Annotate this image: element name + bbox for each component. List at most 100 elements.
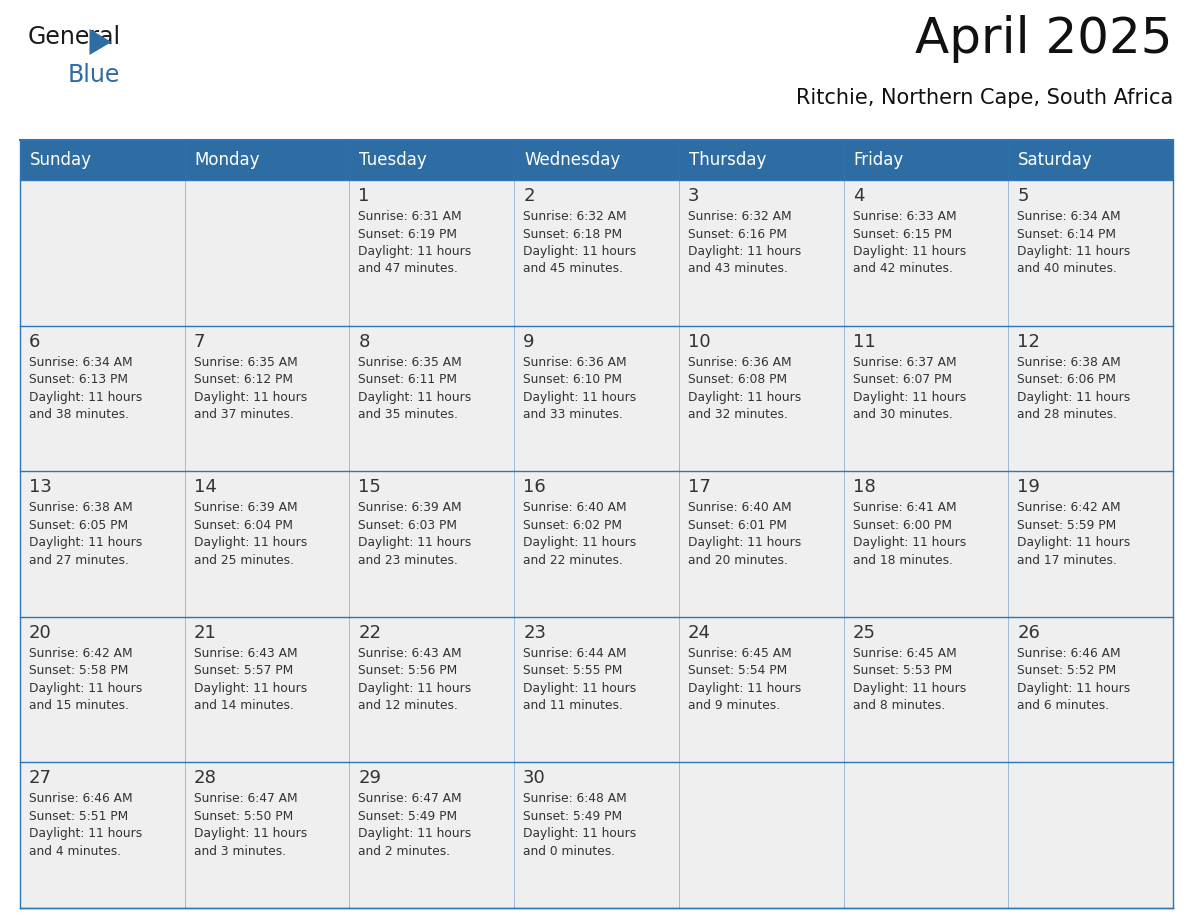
Bar — [1009, 180, 1173, 326]
Bar — [514, 180, 678, 326]
Text: April 2025: April 2025 — [916, 15, 1173, 63]
Bar — [843, 763, 1009, 908]
Bar — [349, 617, 514, 763]
Bar — [20, 180, 184, 326]
Bar — [1009, 326, 1173, 471]
Bar — [184, 763, 349, 908]
Text: Sunrise: 6:42 AM
Sunset: 5:59 PM
Daylight: 11 hours
and 17 minutes.: Sunrise: 6:42 AM Sunset: 5:59 PM Dayligh… — [1017, 501, 1131, 566]
Bar — [843, 617, 1009, 763]
Text: Sunrise: 6:43 AM
Sunset: 5:56 PM
Daylight: 11 hours
and 12 minutes.: Sunrise: 6:43 AM Sunset: 5:56 PM Dayligh… — [359, 647, 472, 712]
Text: Thursday: Thursday — [689, 151, 766, 169]
Bar — [349, 326, 514, 471]
Bar — [843, 326, 1009, 471]
Text: Monday: Monday — [195, 151, 260, 169]
Text: Sunrise: 6:45 AM
Sunset: 5:53 PM
Daylight: 11 hours
and 8 minutes.: Sunrise: 6:45 AM Sunset: 5:53 PM Dayligh… — [853, 647, 966, 712]
Text: 4: 4 — [853, 187, 864, 205]
Bar — [20, 617, 184, 763]
Text: Sunrise: 6:46 AM
Sunset: 5:51 PM
Daylight: 11 hours
and 4 minutes.: Sunrise: 6:46 AM Sunset: 5:51 PM Dayligh… — [29, 792, 143, 858]
Text: Ritchie, Northern Cape, South Africa: Ritchie, Northern Cape, South Africa — [796, 88, 1173, 108]
Text: Sunrise: 6:47 AM
Sunset: 5:49 PM
Daylight: 11 hours
and 2 minutes.: Sunrise: 6:47 AM Sunset: 5:49 PM Dayligh… — [359, 792, 472, 858]
Text: 21: 21 — [194, 624, 216, 642]
Text: 6: 6 — [29, 332, 40, 351]
Text: Sunrise: 6:39 AM
Sunset: 6:04 PM
Daylight: 11 hours
and 25 minutes.: Sunrise: 6:39 AM Sunset: 6:04 PM Dayligh… — [194, 501, 307, 566]
Text: Friday: Friday — [853, 151, 904, 169]
Bar — [514, 326, 678, 471]
Text: 3: 3 — [688, 187, 700, 205]
Text: 27: 27 — [29, 769, 52, 788]
Text: 25: 25 — [853, 624, 876, 642]
Bar — [678, 326, 843, 471]
Text: 15: 15 — [359, 478, 381, 497]
Text: 20: 20 — [29, 624, 52, 642]
Bar — [184, 617, 349, 763]
Text: Sunrise: 6:43 AM
Sunset: 5:57 PM
Daylight: 11 hours
and 14 minutes.: Sunrise: 6:43 AM Sunset: 5:57 PM Dayligh… — [194, 647, 307, 712]
Text: 13: 13 — [29, 478, 52, 497]
Bar — [843, 180, 1009, 326]
Bar — [678, 617, 843, 763]
Bar — [514, 617, 678, 763]
Text: Sunrise: 6:37 AM
Sunset: 6:07 PM
Daylight: 11 hours
and 30 minutes.: Sunrise: 6:37 AM Sunset: 6:07 PM Dayligh… — [853, 355, 966, 421]
Text: Sunrise: 6:38 AM
Sunset: 6:05 PM
Daylight: 11 hours
and 27 minutes.: Sunrise: 6:38 AM Sunset: 6:05 PM Dayligh… — [29, 501, 143, 566]
Text: Blue: Blue — [68, 63, 120, 87]
Bar — [1009, 471, 1173, 617]
Text: 26: 26 — [1017, 624, 1041, 642]
Text: Sunrise: 6:48 AM
Sunset: 5:49 PM
Daylight: 11 hours
and 0 minutes.: Sunrise: 6:48 AM Sunset: 5:49 PM Dayligh… — [523, 792, 637, 858]
Text: 11: 11 — [853, 332, 876, 351]
Text: Sunrise: 6:33 AM
Sunset: 6:15 PM
Daylight: 11 hours
and 42 minutes.: Sunrise: 6:33 AM Sunset: 6:15 PM Dayligh… — [853, 210, 966, 275]
Text: Sunrise: 6:44 AM
Sunset: 5:55 PM
Daylight: 11 hours
and 11 minutes.: Sunrise: 6:44 AM Sunset: 5:55 PM Dayligh… — [523, 647, 637, 712]
Bar — [678, 471, 843, 617]
Bar — [184, 471, 349, 617]
Text: Sunrise: 6:36 AM
Sunset: 6:08 PM
Daylight: 11 hours
and 32 minutes.: Sunrise: 6:36 AM Sunset: 6:08 PM Dayligh… — [688, 355, 801, 421]
Text: 30: 30 — [523, 769, 546, 788]
Text: 24: 24 — [688, 624, 710, 642]
Bar — [20, 471, 184, 617]
Text: 9: 9 — [523, 332, 535, 351]
Text: Sunday: Sunday — [30, 151, 91, 169]
Text: 18: 18 — [853, 478, 876, 497]
Bar — [514, 471, 678, 617]
Bar — [349, 180, 514, 326]
Text: 17: 17 — [688, 478, 710, 497]
Bar — [678, 180, 843, 326]
Bar — [1009, 617, 1173, 763]
Text: General: General — [29, 25, 121, 49]
Bar — [1009, 763, 1173, 908]
Text: Sunrise: 6:47 AM
Sunset: 5:50 PM
Daylight: 11 hours
and 3 minutes.: Sunrise: 6:47 AM Sunset: 5:50 PM Dayligh… — [194, 792, 307, 858]
Text: Sunrise: 6:45 AM
Sunset: 5:54 PM
Daylight: 11 hours
and 9 minutes.: Sunrise: 6:45 AM Sunset: 5:54 PM Dayligh… — [688, 647, 801, 712]
Text: Sunrise: 6:41 AM
Sunset: 6:00 PM
Daylight: 11 hours
and 18 minutes.: Sunrise: 6:41 AM Sunset: 6:00 PM Dayligh… — [853, 501, 966, 566]
Text: Tuesday: Tuesday — [360, 151, 428, 169]
Text: Sunrise: 6:40 AM
Sunset: 6:02 PM
Daylight: 11 hours
and 22 minutes.: Sunrise: 6:40 AM Sunset: 6:02 PM Dayligh… — [523, 501, 637, 566]
Text: Sunrise: 6:42 AM
Sunset: 5:58 PM
Daylight: 11 hours
and 15 minutes.: Sunrise: 6:42 AM Sunset: 5:58 PM Dayligh… — [29, 647, 143, 712]
Bar — [843, 471, 1009, 617]
Text: Sunrise: 6:46 AM
Sunset: 5:52 PM
Daylight: 11 hours
and 6 minutes.: Sunrise: 6:46 AM Sunset: 5:52 PM Dayligh… — [1017, 647, 1131, 712]
Text: 2: 2 — [523, 187, 535, 205]
Bar — [184, 180, 349, 326]
Text: 10: 10 — [688, 332, 710, 351]
Bar — [349, 471, 514, 617]
Text: Saturday: Saturday — [1018, 151, 1093, 169]
Bar — [514, 763, 678, 908]
Text: Sunrise: 6:36 AM
Sunset: 6:10 PM
Daylight: 11 hours
and 33 minutes.: Sunrise: 6:36 AM Sunset: 6:10 PM Dayligh… — [523, 355, 637, 421]
Text: 29: 29 — [359, 769, 381, 788]
Text: 12: 12 — [1017, 332, 1041, 351]
Bar — [678, 763, 843, 908]
Text: 23: 23 — [523, 624, 546, 642]
Text: 28: 28 — [194, 769, 216, 788]
Text: 22: 22 — [359, 624, 381, 642]
Text: Sunrise: 6:38 AM
Sunset: 6:06 PM
Daylight: 11 hours
and 28 minutes.: Sunrise: 6:38 AM Sunset: 6:06 PM Dayligh… — [1017, 355, 1131, 421]
Text: Wednesday: Wednesday — [524, 151, 620, 169]
Text: 19: 19 — [1017, 478, 1041, 497]
Text: 7: 7 — [194, 332, 206, 351]
Bar — [184, 326, 349, 471]
Text: Sunrise: 6:34 AM
Sunset: 6:13 PM
Daylight: 11 hours
and 38 minutes.: Sunrise: 6:34 AM Sunset: 6:13 PM Dayligh… — [29, 355, 143, 421]
Text: Sunrise: 6:34 AM
Sunset: 6:14 PM
Daylight: 11 hours
and 40 minutes.: Sunrise: 6:34 AM Sunset: 6:14 PM Dayligh… — [1017, 210, 1131, 275]
Bar — [20, 763, 184, 908]
Text: 5: 5 — [1017, 187, 1029, 205]
Text: 16: 16 — [523, 478, 546, 497]
Text: 8: 8 — [359, 332, 369, 351]
Bar — [349, 763, 514, 908]
Polygon shape — [89, 29, 112, 55]
Bar — [20, 326, 184, 471]
Text: Sunrise: 6:32 AM
Sunset: 6:16 PM
Daylight: 11 hours
and 43 minutes.: Sunrise: 6:32 AM Sunset: 6:16 PM Dayligh… — [688, 210, 801, 275]
Text: Sunrise: 6:40 AM
Sunset: 6:01 PM
Daylight: 11 hours
and 20 minutes.: Sunrise: 6:40 AM Sunset: 6:01 PM Dayligh… — [688, 501, 801, 566]
